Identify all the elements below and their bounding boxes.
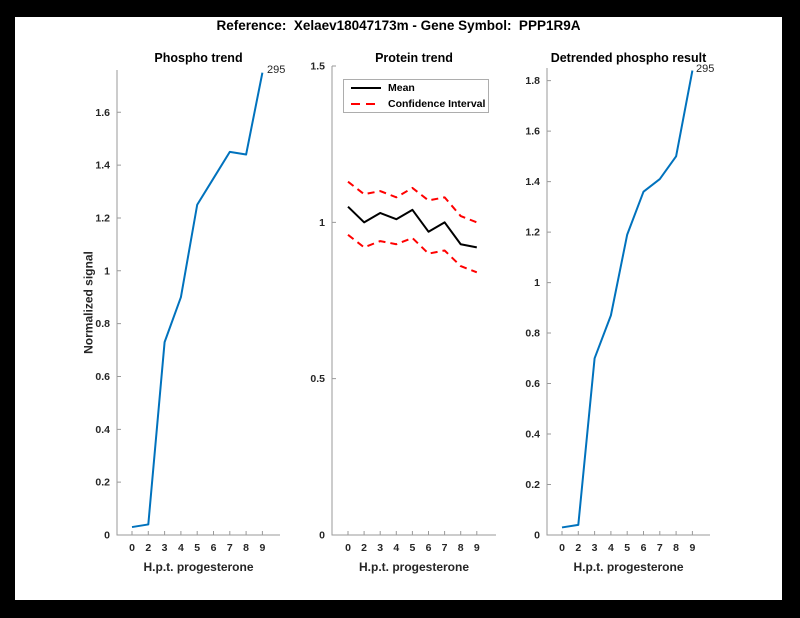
- subplot2-title: Protein trend: [375, 51, 453, 65]
- x-tick-label: 0: [129, 542, 135, 554]
- legend-item-confidence-interval: Confidence Interval: [351, 98, 488, 111]
- y-tick-label: 0.2: [95, 477, 110, 489]
- legend-label-confidence-interval: Confidence Interval: [388, 98, 486, 110]
- legend-item-mean: Mean: [351, 82, 488, 95]
- x-tick-label: 9: [259, 542, 265, 554]
- x-tick-label: 8: [458, 542, 464, 554]
- y-tick-label: 1.6: [525, 126, 540, 138]
- axes-3: [546, 68, 710, 536]
- x-tick-label: 6: [211, 542, 217, 554]
- tick-marks-3: [547, 80, 693, 536]
- x-tick-label: 8: [243, 542, 249, 554]
- y-tick-label: 0.8: [95, 318, 110, 330]
- x-tick-label: 6: [426, 542, 432, 554]
- x-tick-label: 4: [608, 542, 614, 554]
- y-tick-label: 1.4: [525, 176, 540, 188]
- detrended-phospho-line: [561, 70, 694, 529]
- x-tick-label: 8: [673, 542, 679, 554]
- x-tick-label: 0: [345, 542, 351, 554]
- x-tick-label: 5: [624, 542, 630, 554]
- x-tick-label: 9: [474, 542, 480, 554]
- x-tick-label: 6: [641, 542, 647, 554]
- subplot3-xlabel: H.p.t. progesterone: [573, 560, 684, 574]
- y-tick-label: 0.4: [525, 429, 540, 441]
- x-tick-label: 4: [393, 542, 399, 554]
- x-tick-label: 4: [178, 542, 184, 554]
- y-tick-label: 0: [534, 530, 540, 542]
- x-tick-label: 3: [162, 542, 168, 554]
- y-tick-label: 1.4: [95, 160, 110, 172]
- y-tick-label: 0: [319, 530, 325, 542]
- x-tick-label: 5: [194, 542, 200, 554]
- y-tick-label: 1.2: [525, 227, 540, 239]
- x-tick-label: 9: [689, 542, 695, 554]
- y-tick-label: 1.5: [310, 61, 325, 73]
- x-tick-label: 3: [377, 542, 383, 554]
- tick-marks-2: [332, 65, 478, 536]
- x-tick-label: 7: [227, 542, 233, 554]
- y-tick-label: 1.8: [525, 75, 540, 87]
- x-tick-label: 3: [592, 542, 598, 554]
- x-tick-label: 2: [145, 542, 151, 554]
- legend-box: Mean Confidence Interval: [343, 79, 489, 113]
- subplot1-xlabel: H.p.t. progesterone: [143, 560, 254, 574]
- x-tick-label: 7: [442, 542, 448, 554]
- y-tick-label: 1: [104, 265, 110, 277]
- protein-mean-line: [347, 205, 477, 249]
- x-tick-label: 0: [559, 542, 565, 554]
- figure-canvas: Reference: Xelaev18047173m - Gene Symbol…: [15, 17, 782, 600]
- x-tick-label: 2: [361, 542, 367, 554]
- axes-1: [116, 70, 280, 536]
- y-tick-label: 0.8: [525, 328, 540, 340]
- x-tick-label: 5: [409, 542, 415, 554]
- y-tick-label: 1: [534, 277, 540, 289]
- axes-2: [331, 66, 496, 536]
- subplot2-xlabel: H.p.t. progesterone: [358, 560, 469, 574]
- confidence-interval-line-sample: [351, 103, 381, 105]
- y-tick-label: 1: [319, 217, 325, 229]
- figure-title: Reference: Xelaev18047173m - Gene Symbol…: [216, 18, 581, 33]
- phospho-trend-line: [131, 72, 264, 529]
- subplot3-title: Detrended phospho result: [550, 51, 707, 65]
- y-tick-label: 1.2: [95, 212, 110, 224]
- ci-lower-line: [347, 234, 478, 274]
- subplot3-line-end-label: 295: [696, 63, 715, 75]
- y-tick-label: 0.6: [525, 378, 540, 390]
- plots-svg: 0 2 3 4 5 6 7 8 900.20.40.60.811.21.41.60 2 3 4 5 6 7 8…: [95, 61, 710, 554]
- subplot1-line-end-label: 295: [267, 64, 286, 76]
- legend-label-mean: Mean: [388, 82, 415, 94]
- y-tick-label: 0.2: [525, 479, 540, 491]
- y-tick-label: 1.6: [95, 107, 110, 119]
- mean-line-sample: [351, 87, 381, 89]
- tick-marks-1: [117, 111, 263, 536]
- y-tick-label: 0.6: [95, 371, 110, 383]
- x-tick-label: 7: [657, 542, 663, 554]
- x-tick-label: 2: [575, 542, 581, 554]
- y-tick-label: 0: [104, 530, 110, 542]
- y-tick-label: 0.4: [95, 424, 110, 436]
- subplot1-ylabel: Normalized signal: [81, 251, 96, 354]
- ci-upper-line: [347, 180, 478, 224]
- subplot1-title: Phospho trend: [154, 51, 243, 65]
- y-tick-label: 0.5: [310, 373, 325, 385]
